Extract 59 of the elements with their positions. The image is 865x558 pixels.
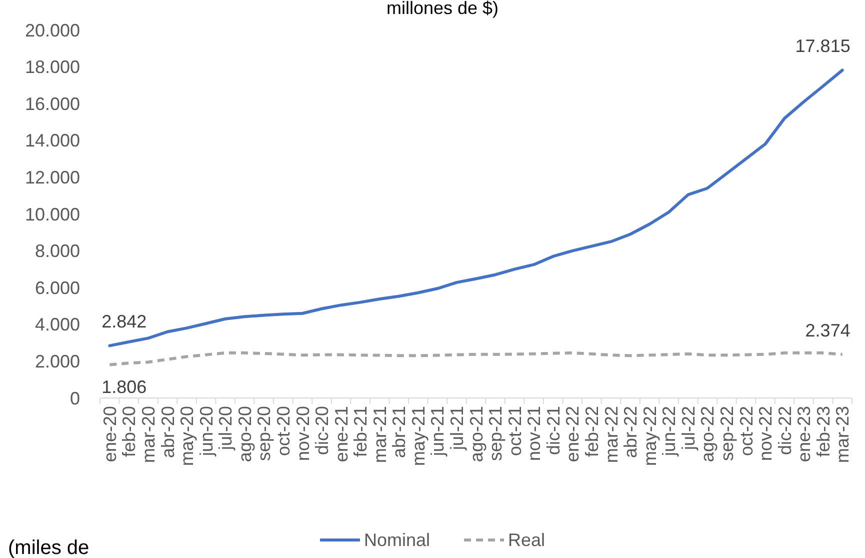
y-tick-label: 12.000 bbox=[24, 168, 80, 188]
x-tick-label: jun-21 bbox=[428, 406, 448, 458]
data-label: 17.815 bbox=[795, 36, 850, 56]
legend-label: Nominal bbox=[364, 530, 430, 550]
x-tick-label: mar-22 bbox=[601, 406, 622, 464]
x-tick-label: jul-21 bbox=[447, 406, 468, 452]
y-tick-label: 10.000 bbox=[24, 204, 80, 224]
x-tick-label: may-22 bbox=[640, 406, 660, 466]
x-tick-label: may-20 bbox=[177, 406, 198, 466]
x-tick-label: nov-22 bbox=[756, 406, 776, 462]
y-tick-label: 20.000 bbox=[24, 20, 80, 40]
x-tick-label: nov-20 bbox=[292, 406, 313, 462]
x-tick-label: ene-21 bbox=[331, 406, 352, 462]
y-tick-label: 16.000 bbox=[24, 94, 80, 114]
data-label: 2.842 bbox=[102, 312, 147, 332]
x-tick-label: nov-21 bbox=[524, 406, 544, 462]
x-tick-label: sep-20 bbox=[254, 406, 274, 462]
chart-title: millones de $) bbox=[386, 0, 499, 18]
x-tick-label: dic-22 bbox=[774, 406, 795, 456]
x-tick-label: ene-23 bbox=[794, 406, 814, 462]
y-tick-label: 6.000 bbox=[34, 278, 80, 298]
x-tick-label: feb-20 bbox=[119, 406, 140, 458]
x-tick-label: feb-22 bbox=[582, 406, 602, 458]
x-tick-label: mar-20 bbox=[138, 406, 159, 464]
x-tick-label: dic-20 bbox=[312, 406, 332, 456]
x-tick-label: jul-20 bbox=[216, 406, 236, 452]
y-tick-label: 0 bbox=[70, 388, 80, 408]
x-tick-label: ago-20 bbox=[234, 406, 255, 462]
x-tick-label: oct-22 bbox=[736, 406, 756, 456]
data-label: 1.806 bbox=[102, 376, 147, 397]
x-tick-label: oct-21 bbox=[504, 406, 525, 456]
x-tick-label: mar-23 bbox=[832, 406, 853, 464]
y-tick-label: 14.000 bbox=[24, 130, 80, 151]
x-tick-label: ago-22 bbox=[698, 406, 718, 462]
x-tick-label: ene-20 bbox=[100, 406, 120, 462]
line-series bbox=[108, 351, 844, 366]
x-tick-label: sep-21 bbox=[486, 406, 506, 462]
x-tick-label: jun-20 bbox=[196, 406, 216, 458]
y-tick-label: 2.000 bbox=[34, 352, 80, 372]
x-tick-label: mar-21 bbox=[370, 406, 390, 464]
x-tick-label: may-21 bbox=[408, 406, 428, 466]
x-tick-label: feb-23 bbox=[813, 406, 834, 458]
x-tick-label: abr-20 bbox=[158, 406, 178, 458]
x-tick-label: jun-22 bbox=[659, 406, 680, 458]
data-label: 2.374 bbox=[805, 320, 850, 340]
x-tick-label: abr-22 bbox=[620, 406, 641, 458]
x-tick-label: jul-22 bbox=[678, 406, 698, 452]
x-tick-label: dic-21 bbox=[543, 406, 564, 456]
legend-label: Real bbox=[508, 530, 546, 550]
x-tick-label: ago-21 bbox=[466, 406, 486, 462]
x-tick-label: feb-21 bbox=[350, 406, 371, 458]
text: (miles de bbox=[8, 537, 90, 558]
y-tick-label: 8.000 bbox=[34, 241, 80, 262]
x-tick-label: oct-20 bbox=[273, 406, 294, 456]
x-tick-label: sep-22 bbox=[716, 406, 737, 462]
x-tick-label: ene-22 bbox=[562, 406, 583, 462]
y-tick-label: 18.000 bbox=[24, 57, 80, 78]
x-tick-label: abr-21 bbox=[389, 406, 410, 458]
y-tick-label: 4.000 bbox=[34, 314, 80, 335]
